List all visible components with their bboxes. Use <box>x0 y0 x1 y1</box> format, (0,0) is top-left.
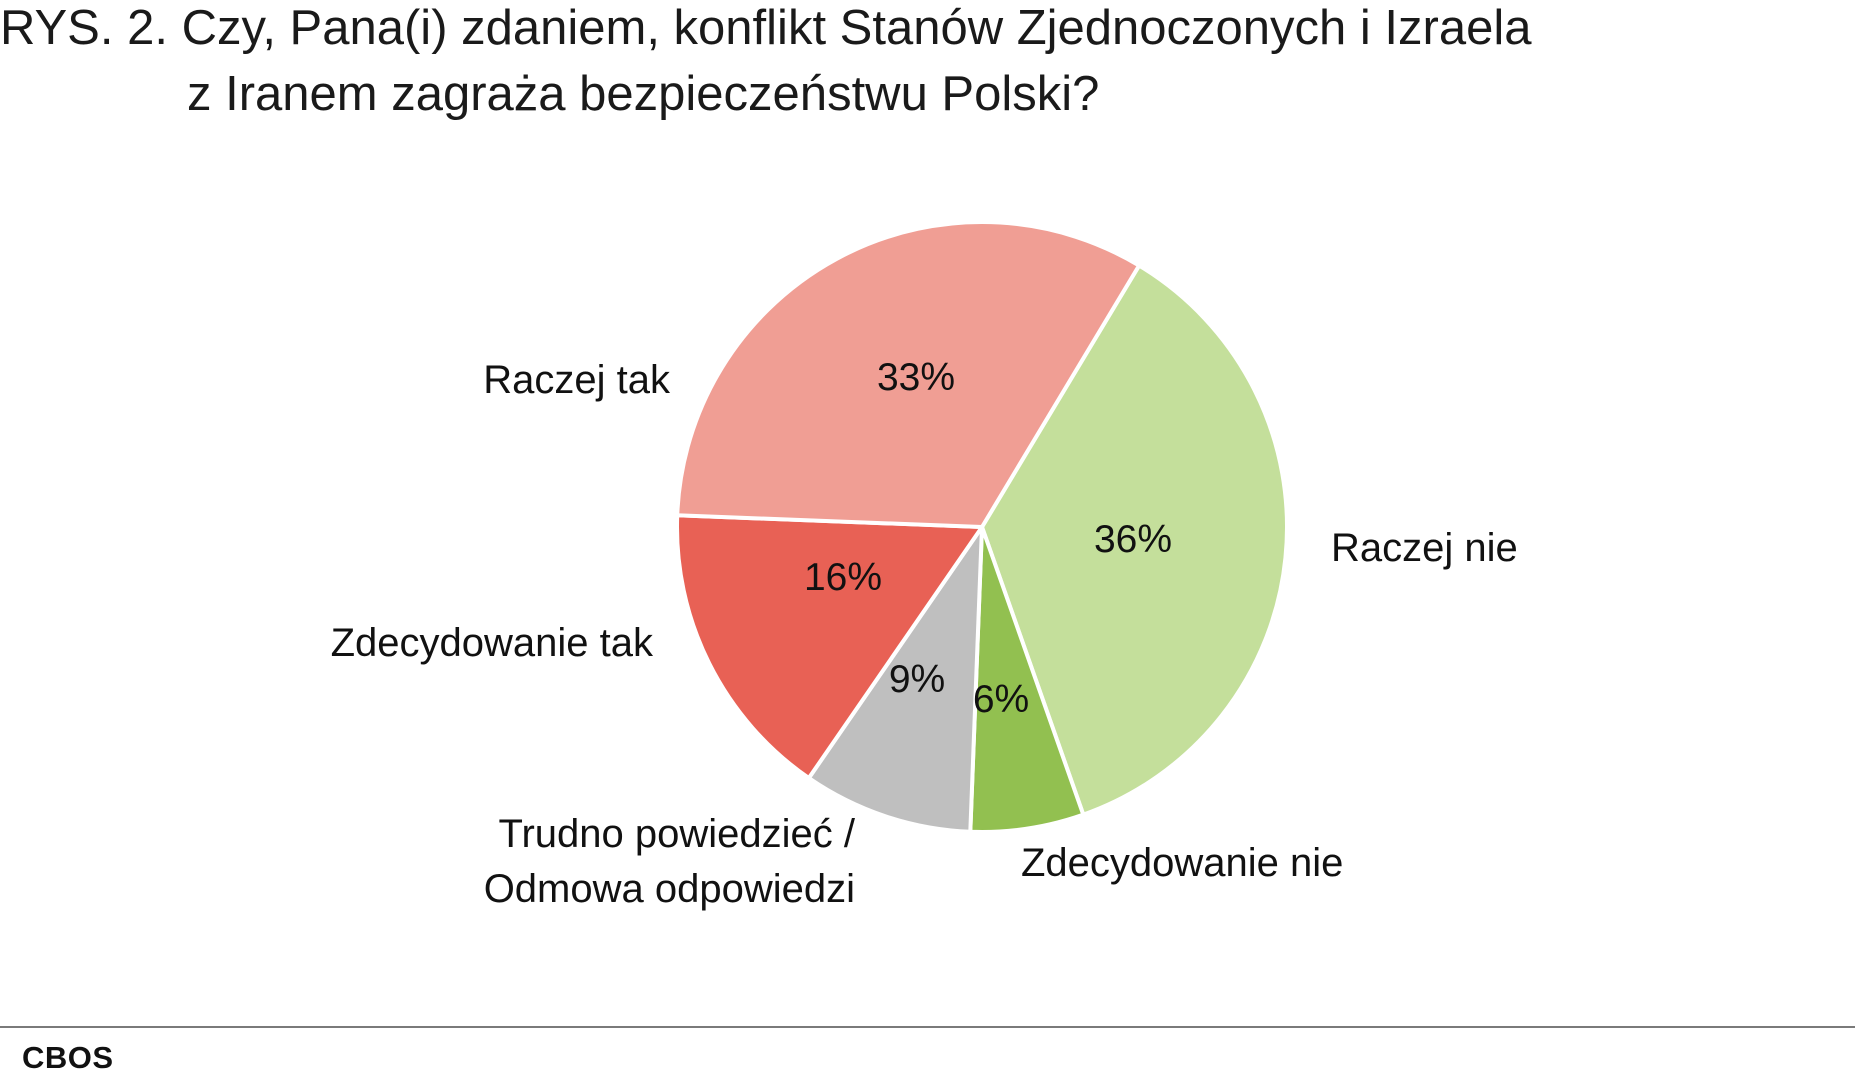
pie-chart: 36% 6% 9% 16% 33% Raczej nie Zdecydowanie nie… <box>331 220 1518 911</box>
pie-slice-zdecydowanie-tak <box>675 513 984 781</box>
footer-divider <box>0 1026 1855 1028</box>
category-label-zdecydowanie-nie: Zdecydowanie nie <box>1021 841 1343 885</box>
chart-title-line-2: z Iranem zagraża bezpieczeństwu Polski? <box>187 67 1100 121</box>
category-label-zdecydowanie-tak: Zdecydowanie tak <box>331 621 654 665</box>
pie-category-labels: Raczej nie Zdecydowanie nie Trudno powiedz… <box>331 358 1518 911</box>
value-label-zdecydowanie-nie: 6% <box>973 678 1029 721</box>
value-label-raczej-nie: 36% <box>1094 518 1172 561</box>
value-label-raczej-tak: 33% <box>877 356 955 399</box>
category-label-trudno-powiedziec-odmowa-odpowiedzi: Trudno powiedzieć / Odmowa odpowiedzi <box>484 812 856 911</box>
category-label-raczej-tak: Raczej tak <box>483 358 671 402</box>
pie-slices <box>675 220 1289 834</box>
pie-value-labels: 36% 6% 9% 16% 33% <box>804 356 1172 721</box>
value-label-zdecydowanie-tak: 16% <box>804 556 882 599</box>
chart-title-line-1: RYS. 2. Czy, Pana(i) zdaniem, konflikt S… <box>0 1 1532 55</box>
category-label-raczej-nie: Raczej nie <box>1331 526 1518 570</box>
pie-slice-raczej-tak <box>675 220 1142 529</box>
source-label: CBOS <box>22 1040 114 1075</box>
pie-slice-trudno-powiedziec-odmowa-odpowiedzi <box>806 525 984 834</box>
value-label-trudno-powiedziec-odmowa-odpowiedzi: 9% <box>889 658 945 701</box>
